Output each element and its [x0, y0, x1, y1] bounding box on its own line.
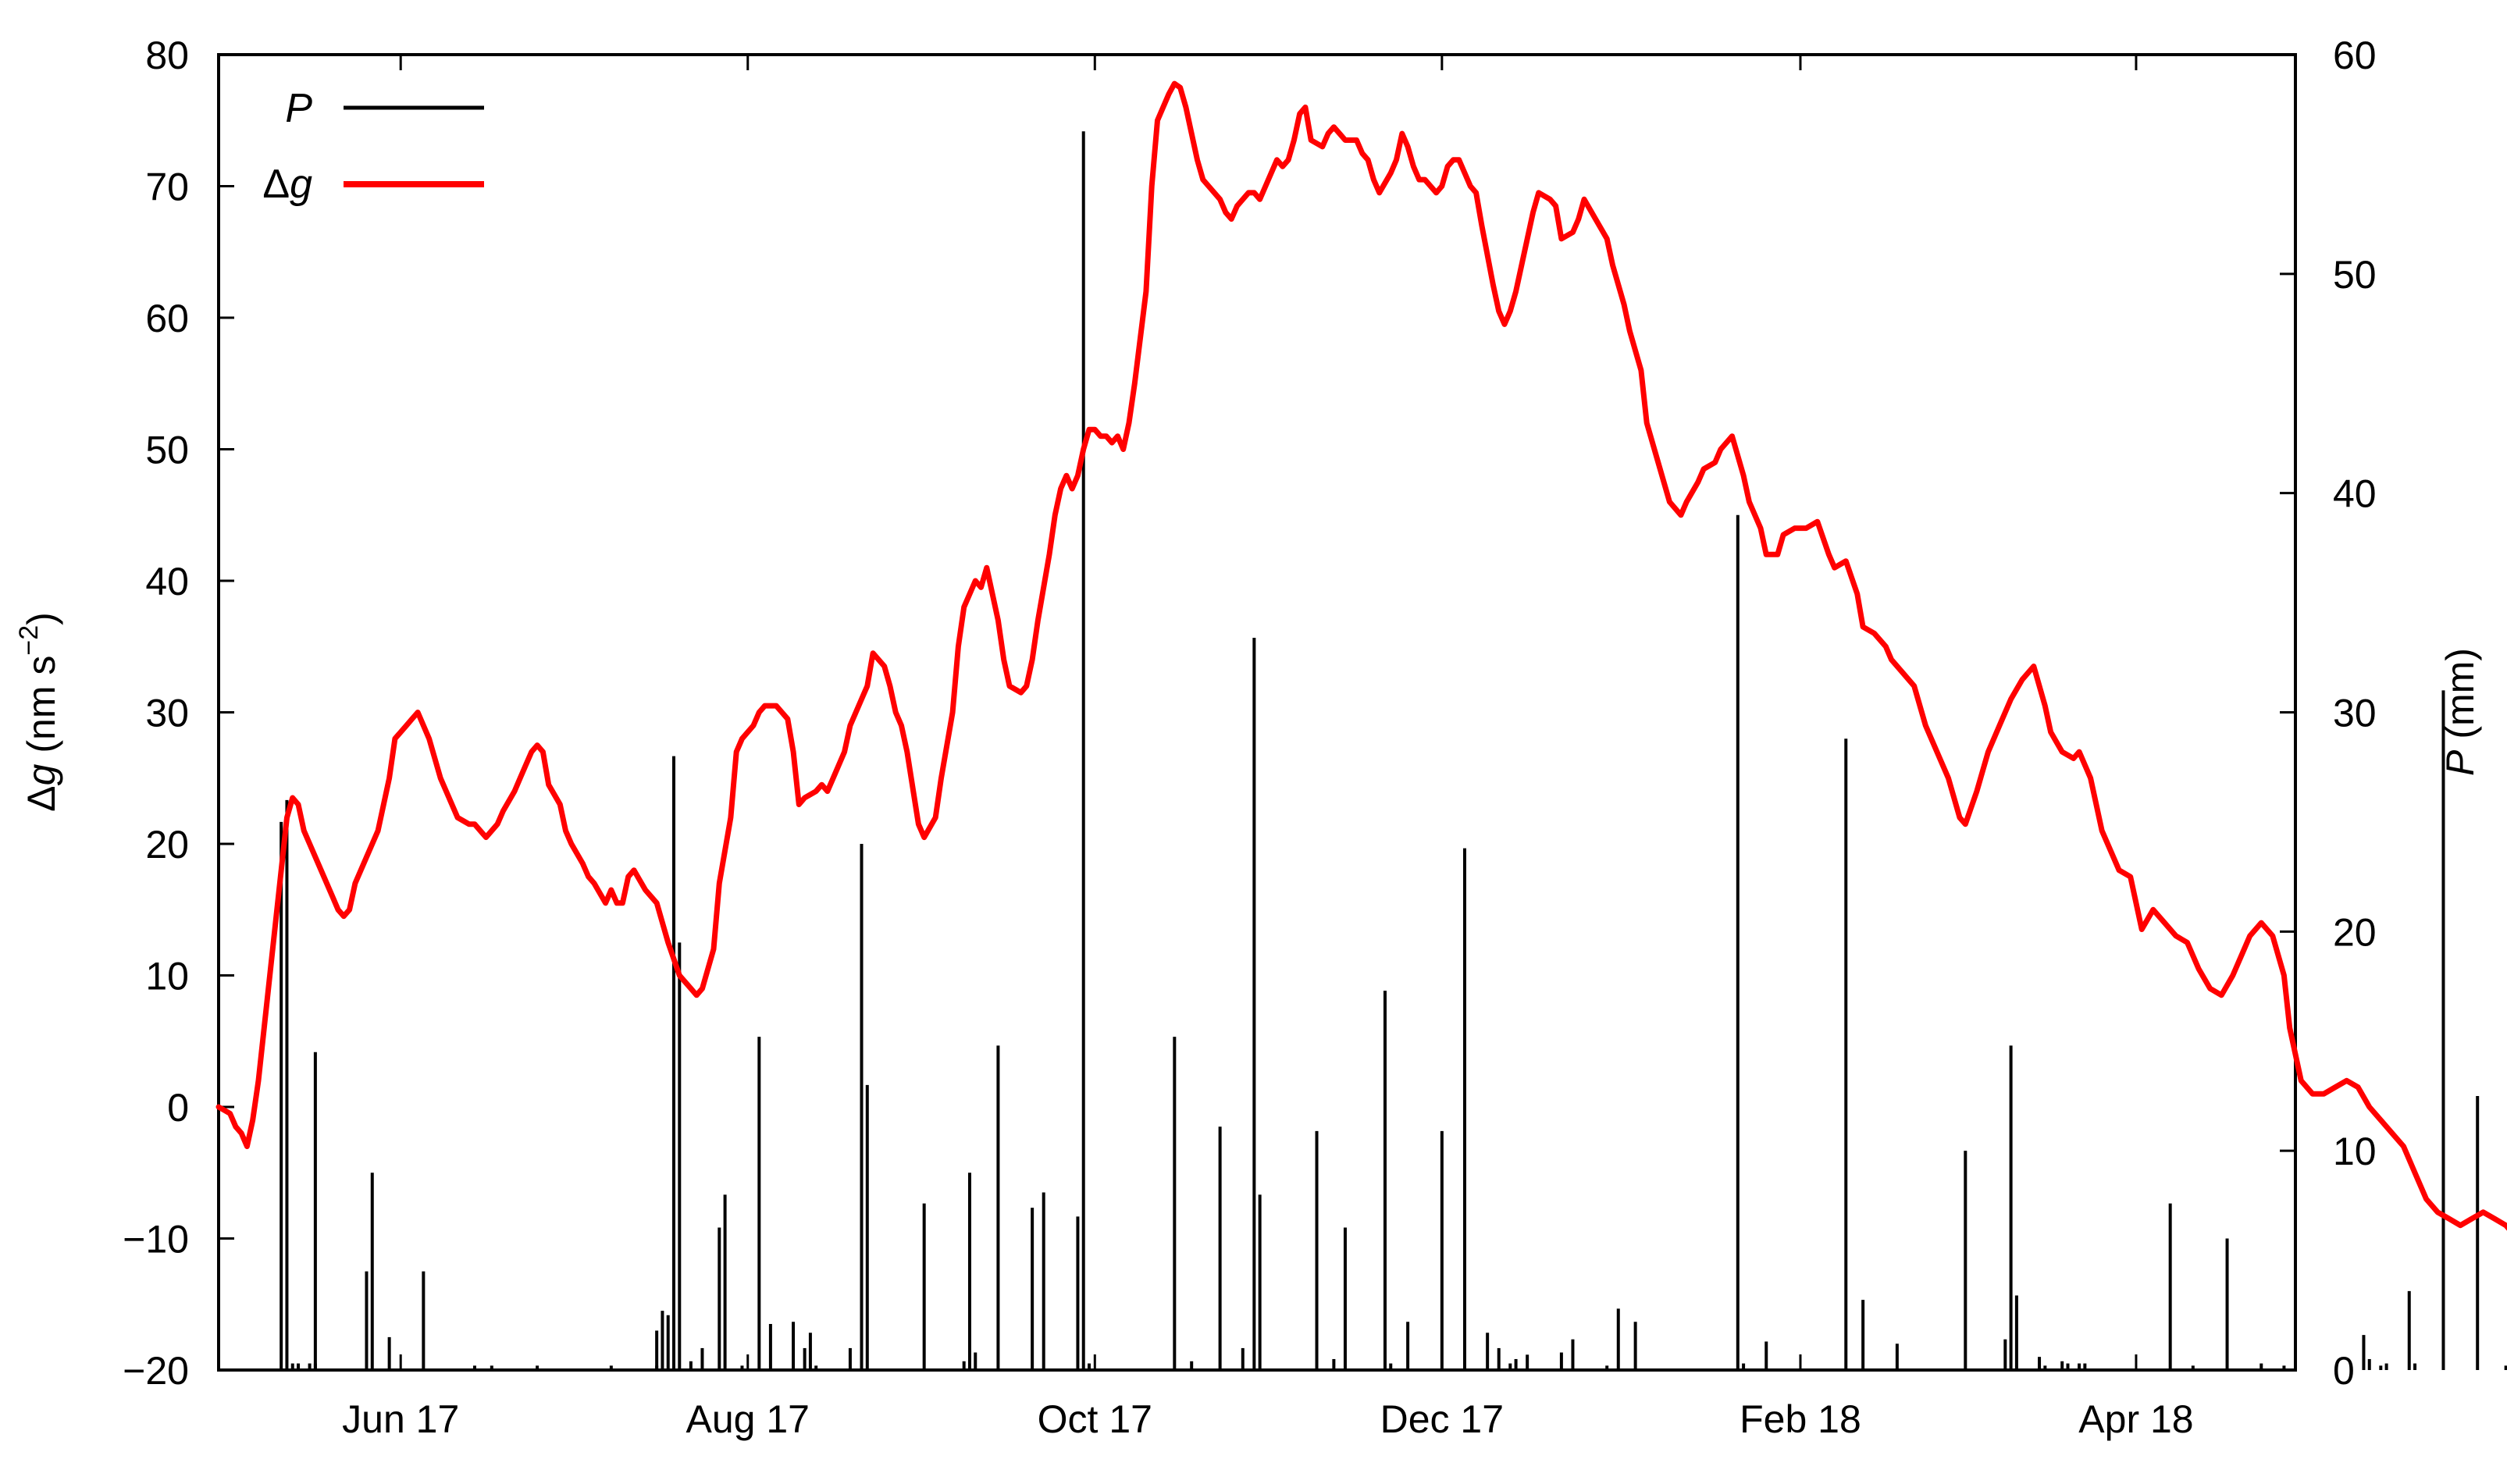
- left-tick-label: 30: [145, 692, 189, 735]
- left-tick-label: 0: [167, 1086, 189, 1130]
- right-tick-label: 0: [2333, 1349, 2355, 1393]
- gravity-line: [215, 80, 2507, 1231]
- left-tick-label: −10: [123, 1218, 189, 1262]
- left-axis-title-exp: −2: [14, 625, 44, 656]
- left-tick-label: 60: [145, 297, 189, 340]
- x-tick-label: Feb 18: [1740, 1397, 1861, 1441]
- right-axis-title-var: P: [2438, 749, 2482, 776]
- left-tick-label: 10: [145, 955, 189, 998]
- right-tick-label: 20: [2333, 910, 2377, 954]
- left-tick-label: 20: [145, 823, 189, 867]
- right-axis: 0 10 20 30 40 50 60: [2280, 34, 2377, 1393]
- precipitation-bars: [280, 131, 2507, 1370]
- x-tick-label: Apr 18: [2078, 1397, 2193, 1441]
- legend-label-dg: Δg: [262, 162, 312, 207]
- x-tick-label: Jun 17: [342, 1397, 459, 1441]
- right-tick-label: 40: [2333, 472, 2377, 516]
- right-tick-label: 10: [2333, 1130, 2377, 1173]
- right-axis-title: P (mm): [2438, 648, 2482, 776]
- left-axis: −20 −10 0 10 20 30 40 50 60 70 80: [123, 34, 234, 1393]
- legend-label-dg-prefix: Δ: [262, 162, 290, 207]
- gravity-lines: [215, 80, 2507, 1231]
- right-tick-label: 50: [2333, 253, 2377, 297]
- left-tick-label: 40: [145, 560, 189, 603]
- plot-frame: [217, 53, 2297, 1372]
- left-tick-label: 50: [145, 429, 189, 472]
- left-tick-label: 70: [145, 165, 189, 209]
- legend: P Δg: [262, 86, 484, 207]
- right-tick-label: 30: [2333, 692, 2377, 735]
- legend-label-p: P: [285, 86, 312, 131]
- left-axis-title-unit: (nm s: [20, 656, 63, 753]
- legend-label-p-var: P: [285, 86, 312, 131]
- left-axis-title-close: ): [20, 612, 63, 625]
- x-tick-label: Aug 17: [686, 1397, 810, 1441]
- x-tick-label: Oct 17: [1038, 1397, 1152, 1441]
- right-tick-label: 60: [2333, 34, 2377, 77]
- x-tick-label: Dec 17: [1380, 1397, 1504, 1441]
- x-axis: Jun 17 Aug 17 Oct 17 Dec 17 Feb 18 Apr 18: [342, 55, 2194, 1441]
- legend-label-dg-var: g: [290, 162, 312, 207]
- right-axis-title-unit: (mm): [2438, 648, 2482, 739]
- left-axis-title-var: g: [20, 763, 63, 785]
- left-axis-title: Δg (nm s−2): [14, 612, 63, 812]
- left-tick-label: 80: [145, 34, 189, 77]
- left-tick-label: −20: [123, 1349, 189, 1393]
- left-axis-title-delta: Δ: [20, 785, 63, 811]
